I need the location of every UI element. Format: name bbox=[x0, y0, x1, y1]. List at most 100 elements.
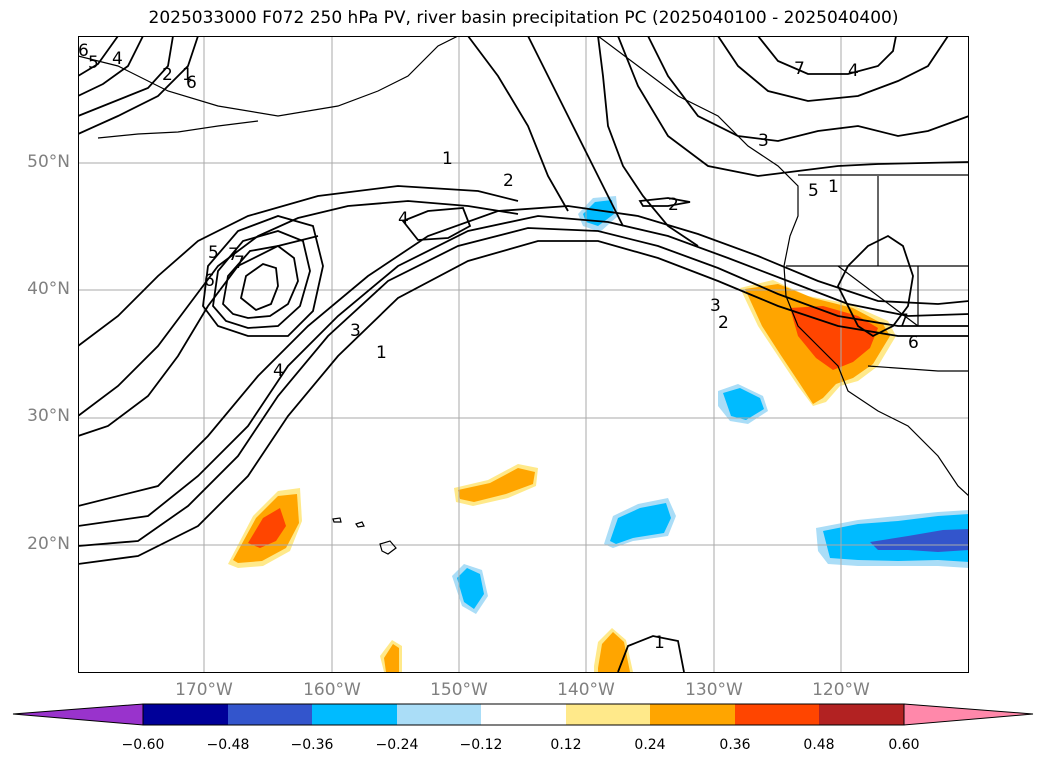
pv-jet-d bbox=[617, 36, 969, 177]
colorbar-outline bbox=[142, 703, 905, 726]
pv-north-1 bbox=[78, 36, 199, 135]
pv-north-2 bbox=[78, 36, 174, 117]
contour-label: 1 bbox=[442, 149, 453, 169]
colorbar-extend-high bbox=[903, 703, 1034, 726]
contour-label: 4 bbox=[398, 209, 409, 229]
graticule bbox=[78, 36, 969, 672]
contour-label: 4 bbox=[848, 61, 859, 81]
hawaii-3 bbox=[379, 540, 397, 555]
lon-label-120w: 120°W bbox=[812, 680, 870, 700]
pv-ridge-2 bbox=[717, 36, 949, 102]
contour-label: 2 bbox=[718, 313, 729, 333]
map-title: 2025033000 F072 250 hPa PV, river basin … bbox=[148, 8, 899, 28]
lat-label-20n: 20°N bbox=[27, 534, 70, 554]
precip-blue-band-dark bbox=[870, 529, 969, 552]
pv-jet-c bbox=[597, 36, 699, 247]
contour-label: 5 bbox=[808, 181, 819, 201]
pv-south-1 bbox=[617, 635, 685, 672]
pv-ring-outer bbox=[202, 215, 324, 337]
colorbar-bin bbox=[566, 704, 650, 725]
bc-coast bbox=[597, 36, 969, 497]
contour-label: 7 bbox=[228, 245, 239, 265]
contour-label: 1 bbox=[376, 343, 387, 363]
pv-jet-b bbox=[527, 36, 624, 227]
colorbar-tick: 0.24 bbox=[634, 737, 666, 753]
lon-label-140w: 140°W bbox=[557, 680, 615, 700]
coastlines bbox=[78, 36, 969, 555]
pv-contour-3 bbox=[78, 215, 969, 527]
pv-closed-4 bbox=[401, 207, 472, 241]
pv-north-3 bbox=[78, 36, 144, 97]
lat-label-40n: 40°N bbox=[27, 279, 70, 299]
colorbar-tick: −0.60 bbox=[121, 737, 165, 753]
contour-label: 3 bbox=[758, 131, 769, 151]
pv-contour-7 bbox=[78, 235, 319, 437]
pv-contour-2 bbox=[78, 227, 969, 547]
mexico-border bbox=[867, 365, 969, 372]
contour-label: 2 bbox=[668, 195, 679, 215]
contour-label: 1 bbox=[828, 177, 839, 197]
lat-label-50n: 50°N bbox=[27, 152, 70, 172]
pv-north-4 bbox=[78, 36, 119, 77]
colorbar-bin bbox=[819, 704, 904, 725]
contour-label-group: 1 2 3 4 5 6 7 2 1 4 5 6 7 3 1 4 2 2 3 4 … bbox=[78, 41, 919, 653]
colorbar-tick: 0.60 bbox=[888, 737, 920, 753]
colorbar-tick: −0.12 bbox=[459, 737, 503, 753]
pv-closed-2 bbox=[638, 197, 691, 207]
precip-blue-2b bbox=[723, 388, 764, 420]
contour-label: 6 bbox=[204, 271, 215, 291]
hawaii-1 bbox=[332, 517, 342, 523]
colorbar-tick: 0.48 bbox=[803, 737, 835, 753]
colorbar-bin bbox=[397, 704, 481, 725]
lon-label-130w: 130°W bbox=[685, 680, 743, 700]
pv-ring-mid bbox=[212, 230, 311, 329]
contour-label: 6 bbox=[186, 73, 197, 93]
contour-label: 6 bbox=[908, 333, 919, 353]
colorbar-tick: 0.36 bbox=[719, 737, 751, 753]
pv-contours bbox=[78, 36, 969, 672]
pv-contour-4 bbox=[78, 205, 969, 507]
colorbar-extend-low bbox=[12, 703, 144, 726]
precip-small-orange-1b bbox=[384, 644, 399, 672]
pv-ridge-3 bbox=[757, 36, 897, 75]
pv-contour-1 bbox=[78, 240, 969, 565]
precip-hawaii-red bbox=[248, 508, 286, 548]
colorbar-bin bbox=[735, 704, 819, 725]
map-border bbox=[78, 36, 969, 673]
pv-closed-west-coast bbox=[836, 234, 914, 338]
colorbar-tick: −0.24 bbox=[375, 737, 419, 753]
contour-label: 2 bbox=[503, 171, 514, 191]
contour-label: 5 bbox=[88, 53, 99, 73]
precip-central-orange bbox=[458, 468, 535, 502]
lon-label-150w: 150°W bbox=[430, 680, 488, 700]
contour-label: 1 bbox=[654, 633, 665, 653]
colorbar-bin bbox=[481, 704, 566, 725]
lon-label-170w: 170°W bbox=[175, 680, 233, 700]
contour-label: 2 bbox=[162, 65, 173, 85]
pv-ridge-1 bbox=[647, 36, 969, 142]
contour-label: 7 bbox=[898, 311, 909, 331]
colorbar bbox=[12, 703, 1034, 726]
colorbar-bin bbox=[650, 704, 735, 725]
precip-blue-3b bbox=[610, 503, 671, 544]
colorbar-bin bbox=[228, 704, 312, 725]
colorbar-tick: 0.12 bbox=[550, 737, 582, 753]
alaska-islands bbox=[97, 120, 259, 139]
contour-label: 5 bbox=[208, 243, 219, 263]
contour-label: 4 bbox=[112, 49, 123, 69]
contour-label: 6 bbox=[78, 41, 89, 61]
colorbar-bin bbox=[143, 704, 228, 725]
precip-blue-1b bbox=[583, 200, 614, 226]
colorbar-tick: −0.48 bbox=[206, 737, 250, 753]
lon-label-160w: 160°W bbox=[303, 680, 361, 700]
contour-label: 4 bbox=[273, 361, 284, 381]
contour-label: 3 bbox=[710, 296, 721, 316]
precip-blue-4b bbox=[457, 568, 484, 609]
pv-contour-5 bbox=[78, 185, 519, 347]
pv-jet-a bbox=[467, 36, 569, 212]
contour-label: 3 bbox=[350, 321, 361, 341]
contour-label: 7 bbox=[234, 253, 245, 273]
lat-label-30n: 30°N bbox=[27, 406, 70, 426]
pv-ring-core bbox=[239, 263, 279, 312]
pv-ring-inner bbox=[222, 245, 299, 319]
